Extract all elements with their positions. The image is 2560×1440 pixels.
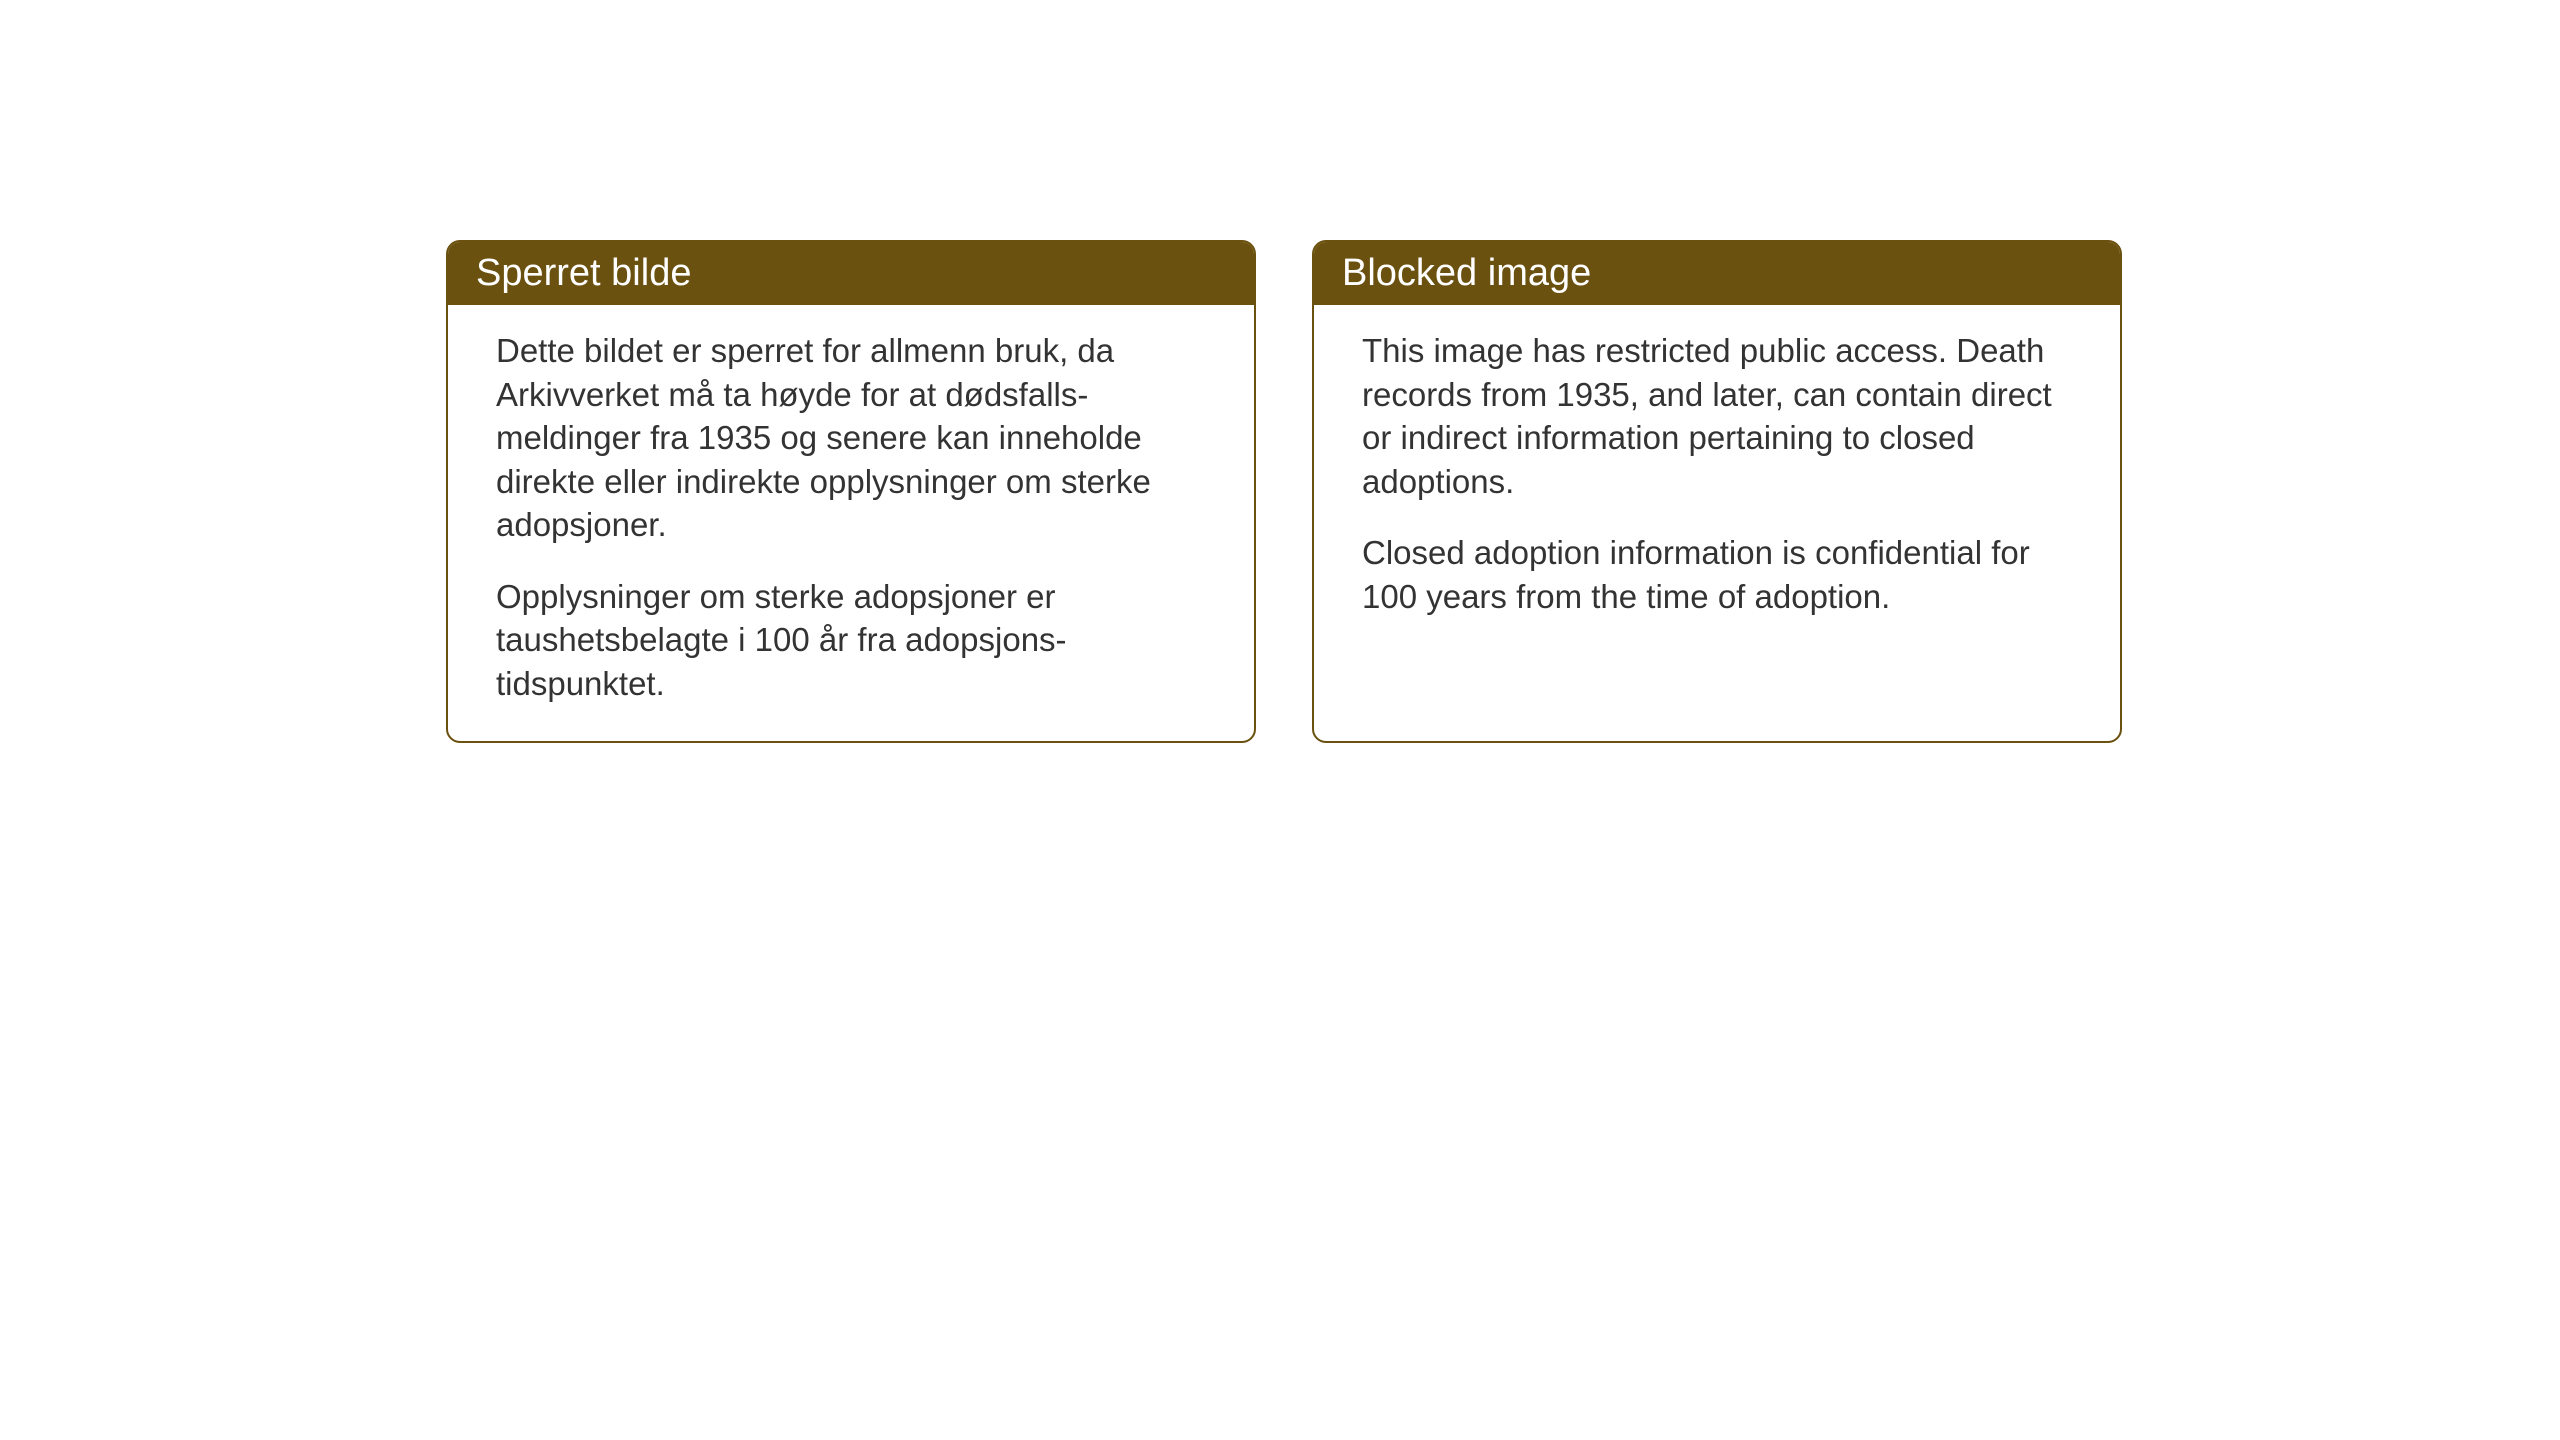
card-body-english: This image has restricted public access.… <box>1314 305 2120 654</box>
card-body-norwegian: Dette bildet er sperret for allmenn bruk… <box>448 305 1254 741</box>
card-paragraph-1-norwegian: Dette bildet er sperret for allmenn bruk… <box>496 329 1206 547</box>
card-title-norwegian: Sperret bilde <box>476 252 691 294</box>
notice-card-norwegian: Sperret bilde Dette bildet er sperret fo… <box>446 240 1256 743</box>
card-paragraph-2-english: Closed adoption information is confident… <box>1362 531 2072 618</box>
notice-card-english: Blocked image This image has restricted … <box>1312 240 2122 743</box>
card-paragraph-1-english: This image has restricted public access.… <box>1362 329 2072 503</box>
card-paragraph-2-norwegian: Opplysninger om sterke adopsjoner er tau… <box>496 575 1206 706</box>
card-header-english: Blocked image <box>1314 242 2120 305</box>
card-header-norwegian: Sperret bilde <box>448 242 1254 305</box>
card-title-english: Blocked image <box>1342 252 1591 294</box>
notice-cards-container: Sperret bilde Dette bildet er sperret fo… <box>446 240 2122 743</box>
